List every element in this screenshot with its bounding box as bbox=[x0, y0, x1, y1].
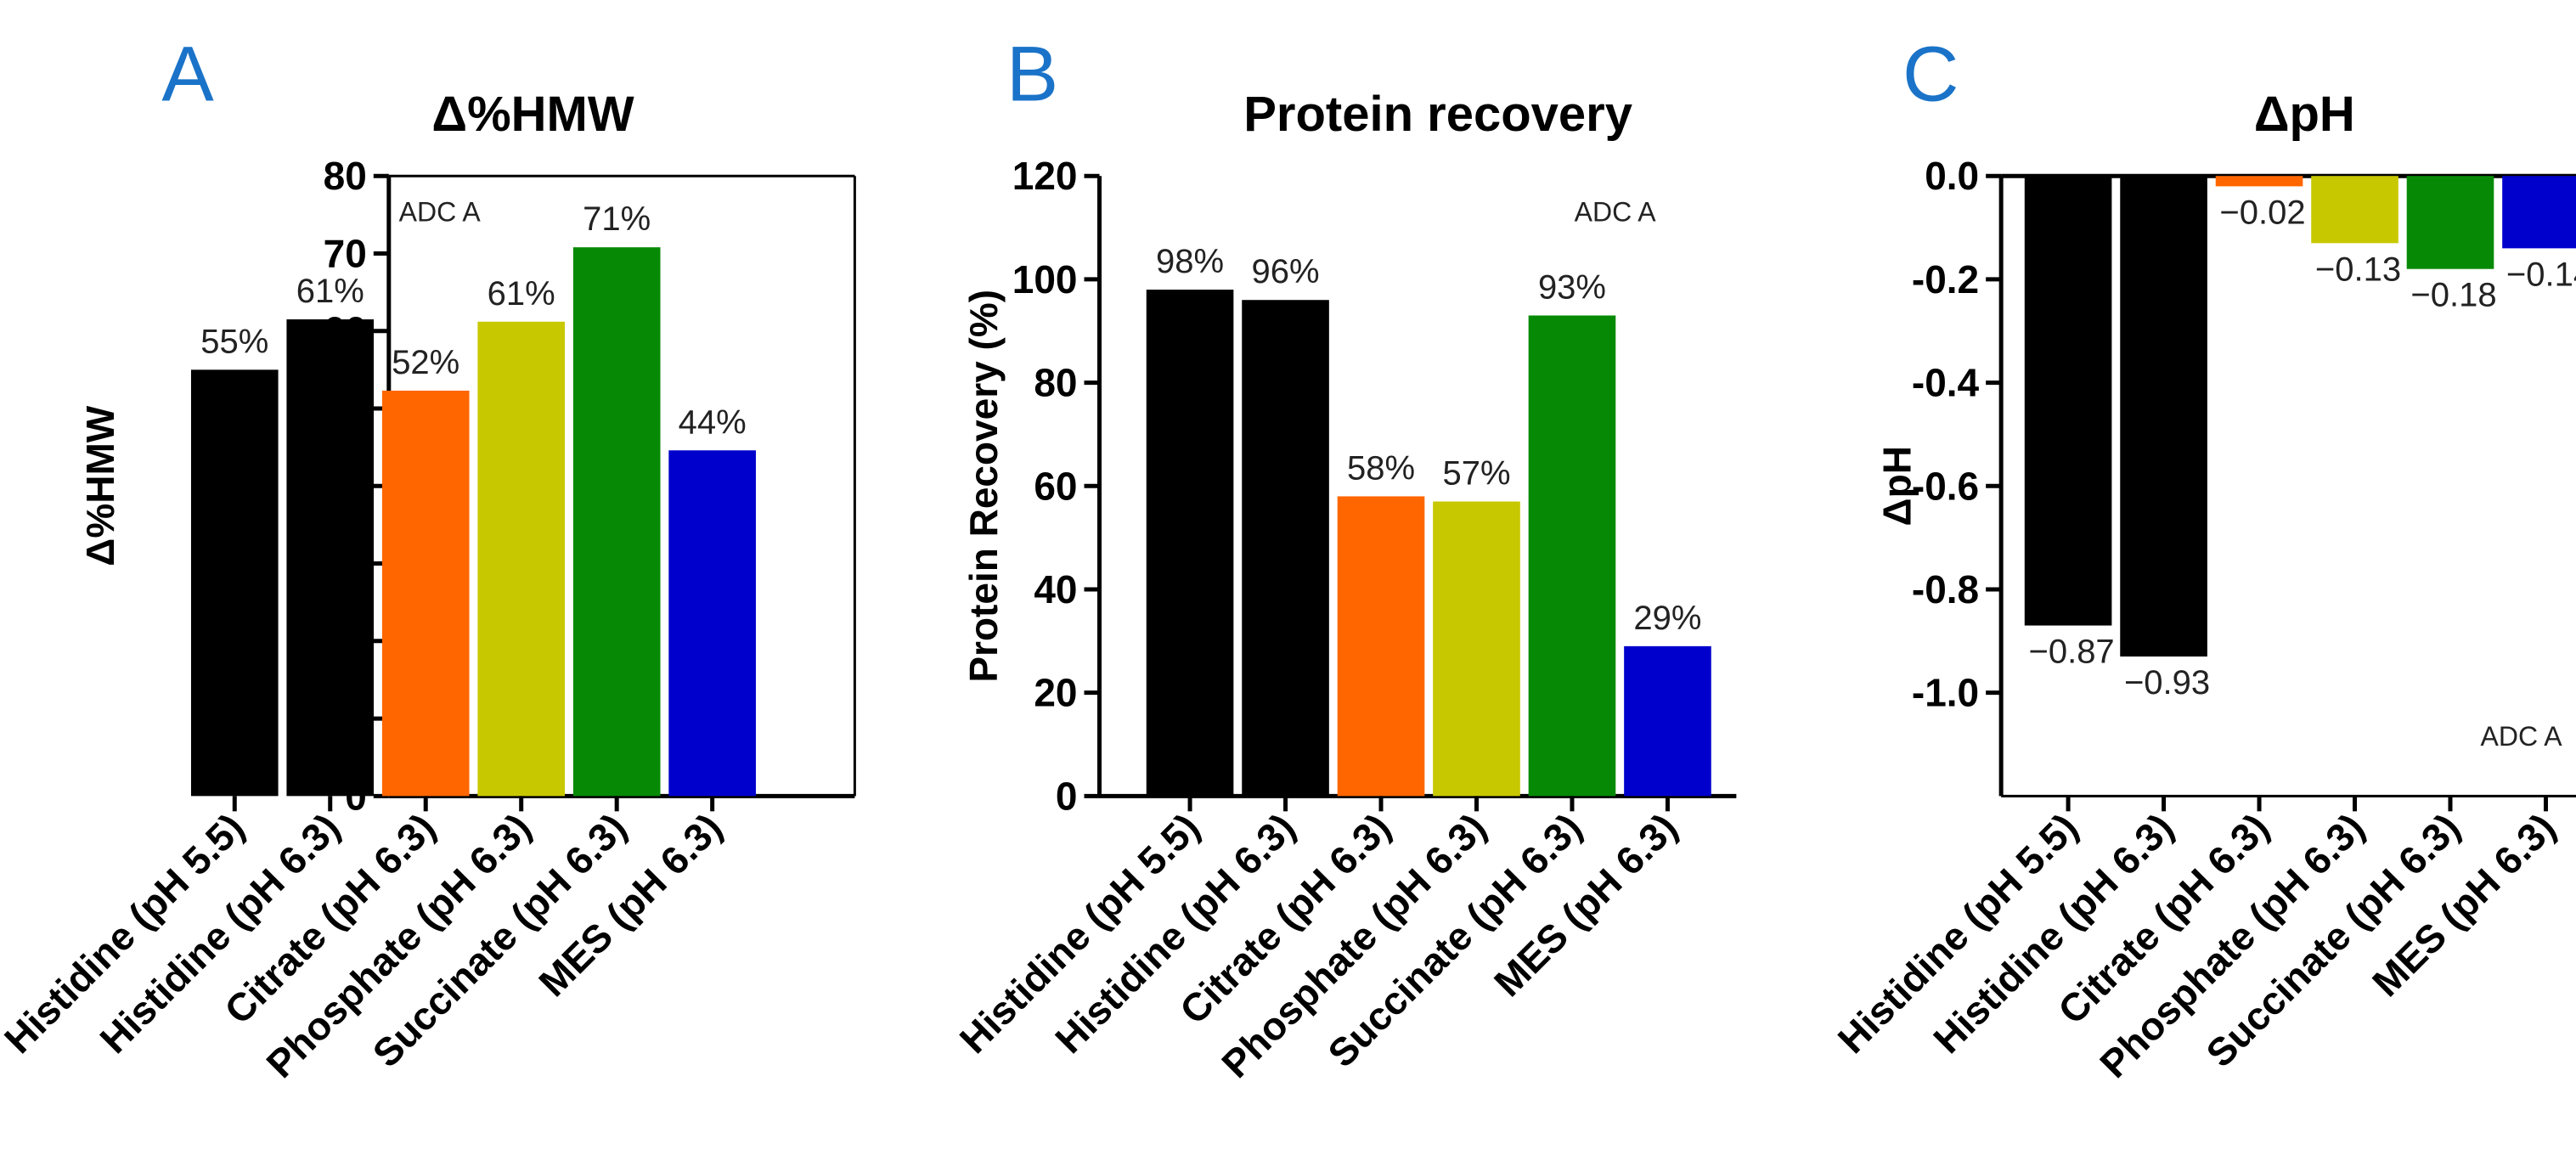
data-label: −0.14 bbox=[2506, 256, 2576, 293]
data-label: 55% bbox=[200, 323, 268, 360]
y-tick-label: -0.4 bbox=[1912, 361, 1980, 405]
panel-c: C ΔpH 0.0 -0.2 -0.4 -0.6 -0.8 -1.0 ΔpH ADC A −0.87… bbox=[1829, 31, 2576, 1086]
data-label: 52% bbox=[392, 344, 459, 381]
bar bbox=[2311, 176, 2398, 244]
data-label: 96% bbox=[1252, 253, 1320, 290]
chart-title: ΔpH bbox=[2254, 87, 2355, 142]
data-label: −0.18 bbox=[2410, 277, 2496, 314]
bar bbox=[1528, 315, 1616, 797]
y-axis-title: ΔpH bbox=[1875, 446, 1919, 526]
data-label: 57% bbox=[1442, 455, 1510, 493]
y-tick-label: 20 bbox=[1034, 671, 1077, 715]
bar bbox=[190, 369, 279, 797]
data-label: −0.93 bbox=[2124, 664, 2210, 701]
y-tick-label: 80 bbox=[324, 154, 367, 198]
y-tick-label: -0.8 bbox=[1912, 567, 1979, 611]
panel-letter: C bbox=[1902, 31, 1959, 117]
panel-letter: A bbox=[161, 31, 214, 117]
bar bbox=[572, 247, 661, 797]
bar bbox=[286, 319, 375, 797]
bar bbox=[1433, 501, 1520, 797]
data-label: 98% bbox=[1156, 243, 1224, 280]
data-label: −0.02 bbox=[2219, 194, 2305, 231]
data-label: 44% bbox=[679, 403, 747, 441]
y-tick-label: 40 bbox=[1034, 567, 1077, 611]
chart-annotation: ADC A bbox=[2481, 721, 2563, 752]
bar bbox=[1242, 300, 1329, 797]
bar bbox=[2406, 176, 2494, 269]
y-axis-title: Δ%HMW bbox=[78, 405, 122, 566]
data-label: 93% bbox=[1538, 268, 1606, 306]
bar bbox=[2502, 176, 2576, 249]
chart-title: Protein recovery bbox=[1243, 87, 1632, 142]
y-tick-label: -0.6 bbox=[1912, 464, 1979, 508]
data-label: −0.87 bbox=[2028, 634, 2114, 671]
bar bbox=[381, 391, 470, 797]
y-tick-label: 70 bbox=[324, 231, 367, 275]
y-tick-label: 100 bbox=[1012, 257, 1078, 301]
data-label: 61% bbox=[296, 273, 364, 310]
panel-b: B Protein recovery 0 20 40 60 80 100 120 Protein … bbox=[951, 31, 1737, 1086]
bar bbox=[2120, 176, 2207, 657]
y-tick-label: 0 bbox=[1056, 774, 1078, 818]
y-tick-label: 0.0 bbox=[1925, 154, 1979, 198]
chart-annotation: ADC A bbox=[1575, 196, 1657, 227]
chart-annotation: ADC A bbox=[399, 196, 482, 227]
y-tick-label: 80 bbox=[1034, 361, 1077, 405]
bar bbox=[1624, 645, 1711, 797]
chart-title: Δ%HMW bbox=[431, 87, 634, 142]
data-label: 58% bbox=[1347, 449, 1415, 487]
y-tick-label: -1.0 bbox=[1912, 671, 1979, 715]
data-label: 71% bbox=[583, 200, 651, 238]
bar bbox=[477, 321, 566, 797]
y-tick-label: 120 bbox=[1012, 154, 1078, 198]
data-label: 61% bbox=[488, 275, 555, 313]
bar bbox=[668, 450, 756, 797]
bar bbox=[2024, 176, 2112, 626]
y-tick-label: 60 bbox=[1034, 464, 1077, 508]
y-axis-title: Protein Recovery (%) bbox=[961, 290, 1006, 683]
data-label: −0.13 bbox=[2315, 251, 2401, 288]
panel-letter: B bbox=[1006, 31, 1058, 117]
bar bbox=[1337, 496, 1425, 797]
bar bbox=[2215, 176, 2303, 187]
y-tick-label: -0.2 bbox=[1912, 257, 1979, 301]
data-label: 29% bbox=[1633, 600, 1701, 637]
bar bbox=[1146, 290, 1234, 797]
